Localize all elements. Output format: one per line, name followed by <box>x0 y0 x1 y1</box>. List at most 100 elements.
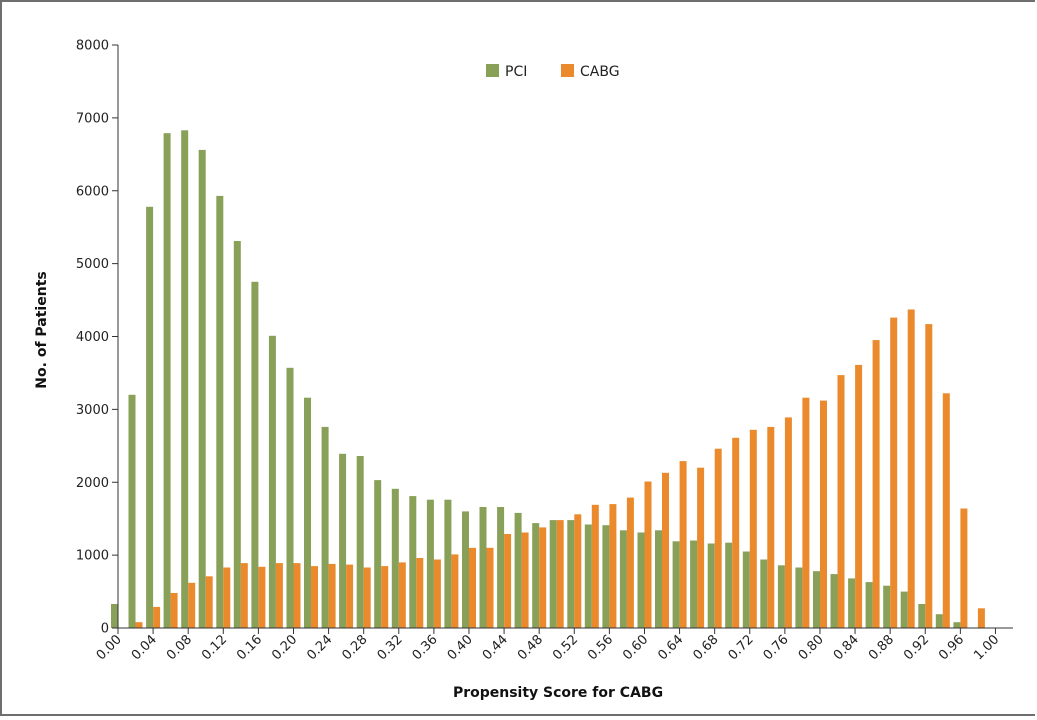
legend-swatch-cabg <box>561 64 574 77</box>
bar-pci-47 <box>935 614 943 628</box>
x-tick-label: 0.56 <box>585 632 616 663</box>
bar-cabg-45 <box>907 309 915 628</box>
bar-pci-42 <box>848 578 856 628</box>
x-tick-label: 0.40 <box>445 632 476 663</box>
bar-pci-13 <box>339 453 347 628</box>
bar-pci-7 <box>233 241 241 628</box>
bar-cabg-23 <box>521 532 529 628</box>
bar-pci-3 <box>163 133 171 628</box>
bar-cabg-12 <box>328 563 336 628</box>
bar-pci-26 <box>567 520 575 628</box>
bar-pci-25 <box>549 520 557 628</box>
y-tick-label: 4000 <box>76 330 109 345</box>
bar-pci-23 <box>514 512 522 628</box>
x-tick-label: 0.48 <box>515 632 546 663</box>
bar-pci-22 <box>497 507 505 628</box>
bar-cabg-38 <box>784 417 792 628</box>
legend-label-pci: PCI <box>505 64 527 80</box>
legend-label-cabg: CABG <box>580 64 620 80</box>
bar-cabg-18 <box>433 559 441 628</box>
bar-pci-11 <box>304 397 311 628</box>
bar-cabg-9 <box>275 563 283 628</box>
x-tick-label: 0.24 <box>304 632 335 663</box>
bar-cabg-32 <box>679 461 687 628</box>
bar-cabg-19 <box>451 554 459 628</box>
y-tick-label: 3000 <box>76 403 109 418</box>
y-tick-label: 8000 <box>76 39 109 54</box>
x-tick-label: 0.88 <box>866 632 897 663</box>
bar-pci-21 <box>479 507 487 628</box>
bar-pci-24 <box>532 523 540 628</box>
x-tick-label: 0.76 <box>761 632 792 663</box>
bar-pci-44 <box>883 585 891 628</box>
bar-cabg-31 <box>662 472 669 628</box>
x-tick-label: 0.32 <box>375 632 406 663</box>
y-tick-label: 2000 <box>76 476 109 491</box>
bar-pci-17 <box>409 496 417 628</box>
bar-pci-36 <box>742 551 750 628</box>
bar-pci-5 <box>198 149 206 628</box>
bar-pci-2 <box>146 206 154 629</box>
bar-cabg-27 <box>591 504 599 628</box>
y-ticks: 0 1000 2000 3000 4000 5000 6000 7000 8000 <box>76 39 118 637</box>
bar-pci-1 <box>128 394 136 628</box>
bar-pci-32 <box>672 541 680 628</box>
bar-pci-9 <box>268 335 276 628</box>
bar-pci-29 <box>619 530 627 628</box>
bar-cabg-14 <box>363 567 371 628</box>
x-tick-label: 0.16 <box>234 632 265 663</box>
bar-cabg-11 <box>311 566 318 628</box>
bar-pci-4 <box>181 130 189 629</box>
bar-pci-12 <box>321 426 329 628</box>
bar-pci-38 <box>777 565 785 628</box>
bar-cabg-44 <box>890 317 898 628</box>
bar-cabg-47 <box>942 393 950 628</box>
bars-layer <box>111 130 985 629</box>
bar-cabg-17 <box>416 558 424 628</box>
x-ticks: 0.00 0.04 0.08 0.12 0.16 0.20 0.24 0.28 0.32 0.36… <box>94 628 1002 663</box>
bar-cabg-29 <box>626 497 634 628</box>
bar-pci-39 <box>795 567 803 628</box>
bar-cabg-20 <box>469 547 476 628</box>
bar-cabg-15 <box>381 566 389 628</box>
bar-cabg-2 <box>153 606 161 628</box>
bar-pci-19 <box>444 499 452 628</box>
x-tick-label: 0.64 <box>655 632 686 663</box>
y-tick-label: 6000 <box>76 184 109 199</box>
bar-cabg-6 <box>223 567 231 628</box>
bar-cabg-37 <box>767 426 775 628</box>
x-tick-label: 0.36 <box>410 632 441 663</box>
x-tick-label: 0.72 <box>726 632 757 663</box>
x-tick-label: 0.08 <box>164 632 195 663</box>
bar-pci-10 <box>286 367 294 628</box>
bar-cabg-3 <box>170 593 178 628</box>
bar-pci-6 <box>216 195 224 628</box>
bar-pci-0 <box>111 604 118 628</box>
x-tick-label: 0.60 <box>620 632 651 663</box>
legend-swatch-pci <box>486 64 499 77</box>
x-tick-label: 0.52 <box>550 632 581 663</box>
x-tick-label: 0.96 <box>936 632 967 663</box>
bar-cabg-8 <box>258 566 266 628</box>
bar-cabg-25 <box>556 520 564 628</box>
bar-pci-16 <box>391 488 399 628</box>
bar-cabg-39 <box>802 397 810 628</box>
bar-cabg-22 <box>504 534 512 628</box>
bar-pci-14 <box>356 456 364 628</box>
x-tick-label: 0.84 <box>831 632 862 663</box>
bar-pci-34 <box>707 543 715 628</box>
bar-cabg-1 <box>135 622 143 628</box>
bar-cabg-24 <box>539 527 547 628</box>
bar-pci-31 <box>655 530 662 628</box>
y-axis-title: No. of Patients <box>34 271 50 388</box>
x-tick-label: 1.00 <box>971 632 1002 663</box>
y-tick-label: 1000 <box>76 549 109 564</box>
bar-cabg-35 <box>732 437 740 628</box>
bar-pci-37 <box>760 559 768 628</box>
bar-pci-27 <box>584 524 592 628</box>
bar-cabg-36 <box>749 429 757 628</box>
bar-pci-15 <box>374 480 382 628</box>
bar-pci-48 <box>953 622 961 628</box>
bar-pci-45 <box>900 591 908 628</box>
bar-cabg-34 <box>714 448 722 628</box>
